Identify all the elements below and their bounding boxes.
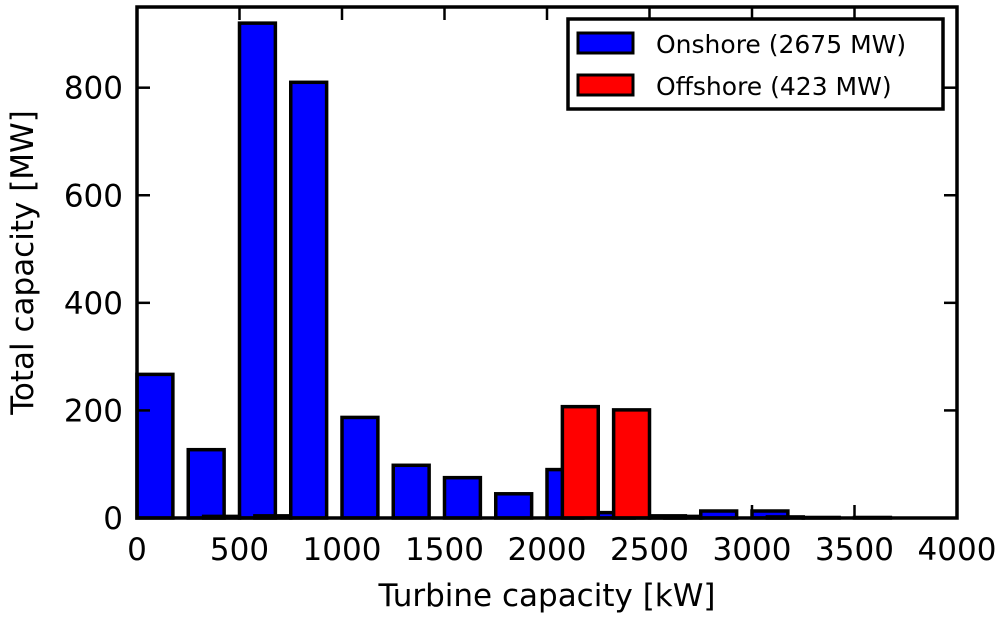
onshore-bar-2 (237, 21, 278, 520)
ticks-layer: 0 500 1000 1500 2000 2500 3000 3500 4000 0 200 400 6… (64, 7, 997, 568)
y-tick-label-600: 600 (64, 178, 123, 214)
y-axis-label: Total capacity [MW] (5, 110, 41, 416)
offshore-bar-2 (560, 404, 600, 520)
x-tick-label-4000: 4000 (918, 532, 997, 568)
onshore-bar-7 (494, 492, 534, 520)
x-tick-label-2000: 2000 (508, 532, 587, 568)
onshore-bar-1 (186, 447, 226, 520)
onshore-bar-6 (442, 475, 483, 520)
onshore-bar-5 (391, 463, 431, 520)
legend-swatch-offshore (576, 73, 635, 97)
y-tick-label-0: 0 (103, 501, 123, 537)
legend-label-offshore: Offshore (423 MW) (656, 72, 892, 101)
legend: Onshore (2675 MW) Offshore (423 MW) (566, 17, 945, 111)
x-tick-label-1500: 1500 (405, 532, 484, 568)
offshore-bar-3 (611, 408, 652, 520)
x-tick-label-1000: 1000 (303, 532, 382, 568)
x-tick-label-2500: 2500 (610, 532, 689, 568)
x-tick-label-3000: 3000 (713, 532, 792, 568)
onshore-bar-3 (289, 80, 329, 520)
legend-label-onshore: Onshore (2675 MW) (656, 30, 906, 59)
onshore-bar-4 (340, 415, 380, 520)
x-axis-label: Turbine capacity [kW] (377, 578, 715, 614)
onshore-bar-0 (135, 372, 175, 520)
x-tick-label-0: 0 (127, 532, 147, 568)
bars-layer (135, 21, 893, 520)
legend-swatch-onshore (576, 31, 635, 55)
y-tick-label-200: 200 (64, 393, 123, 429)
x-tick-label-3500: 3500 (815, 532, 894, 568)
x-tick-label-500: 500 (210, 532, 269, 568)
y-tick-label-400: 400 (64, 286, 123, 322)
y-tick-label-800: 800 (64, 71, 123, 107)
